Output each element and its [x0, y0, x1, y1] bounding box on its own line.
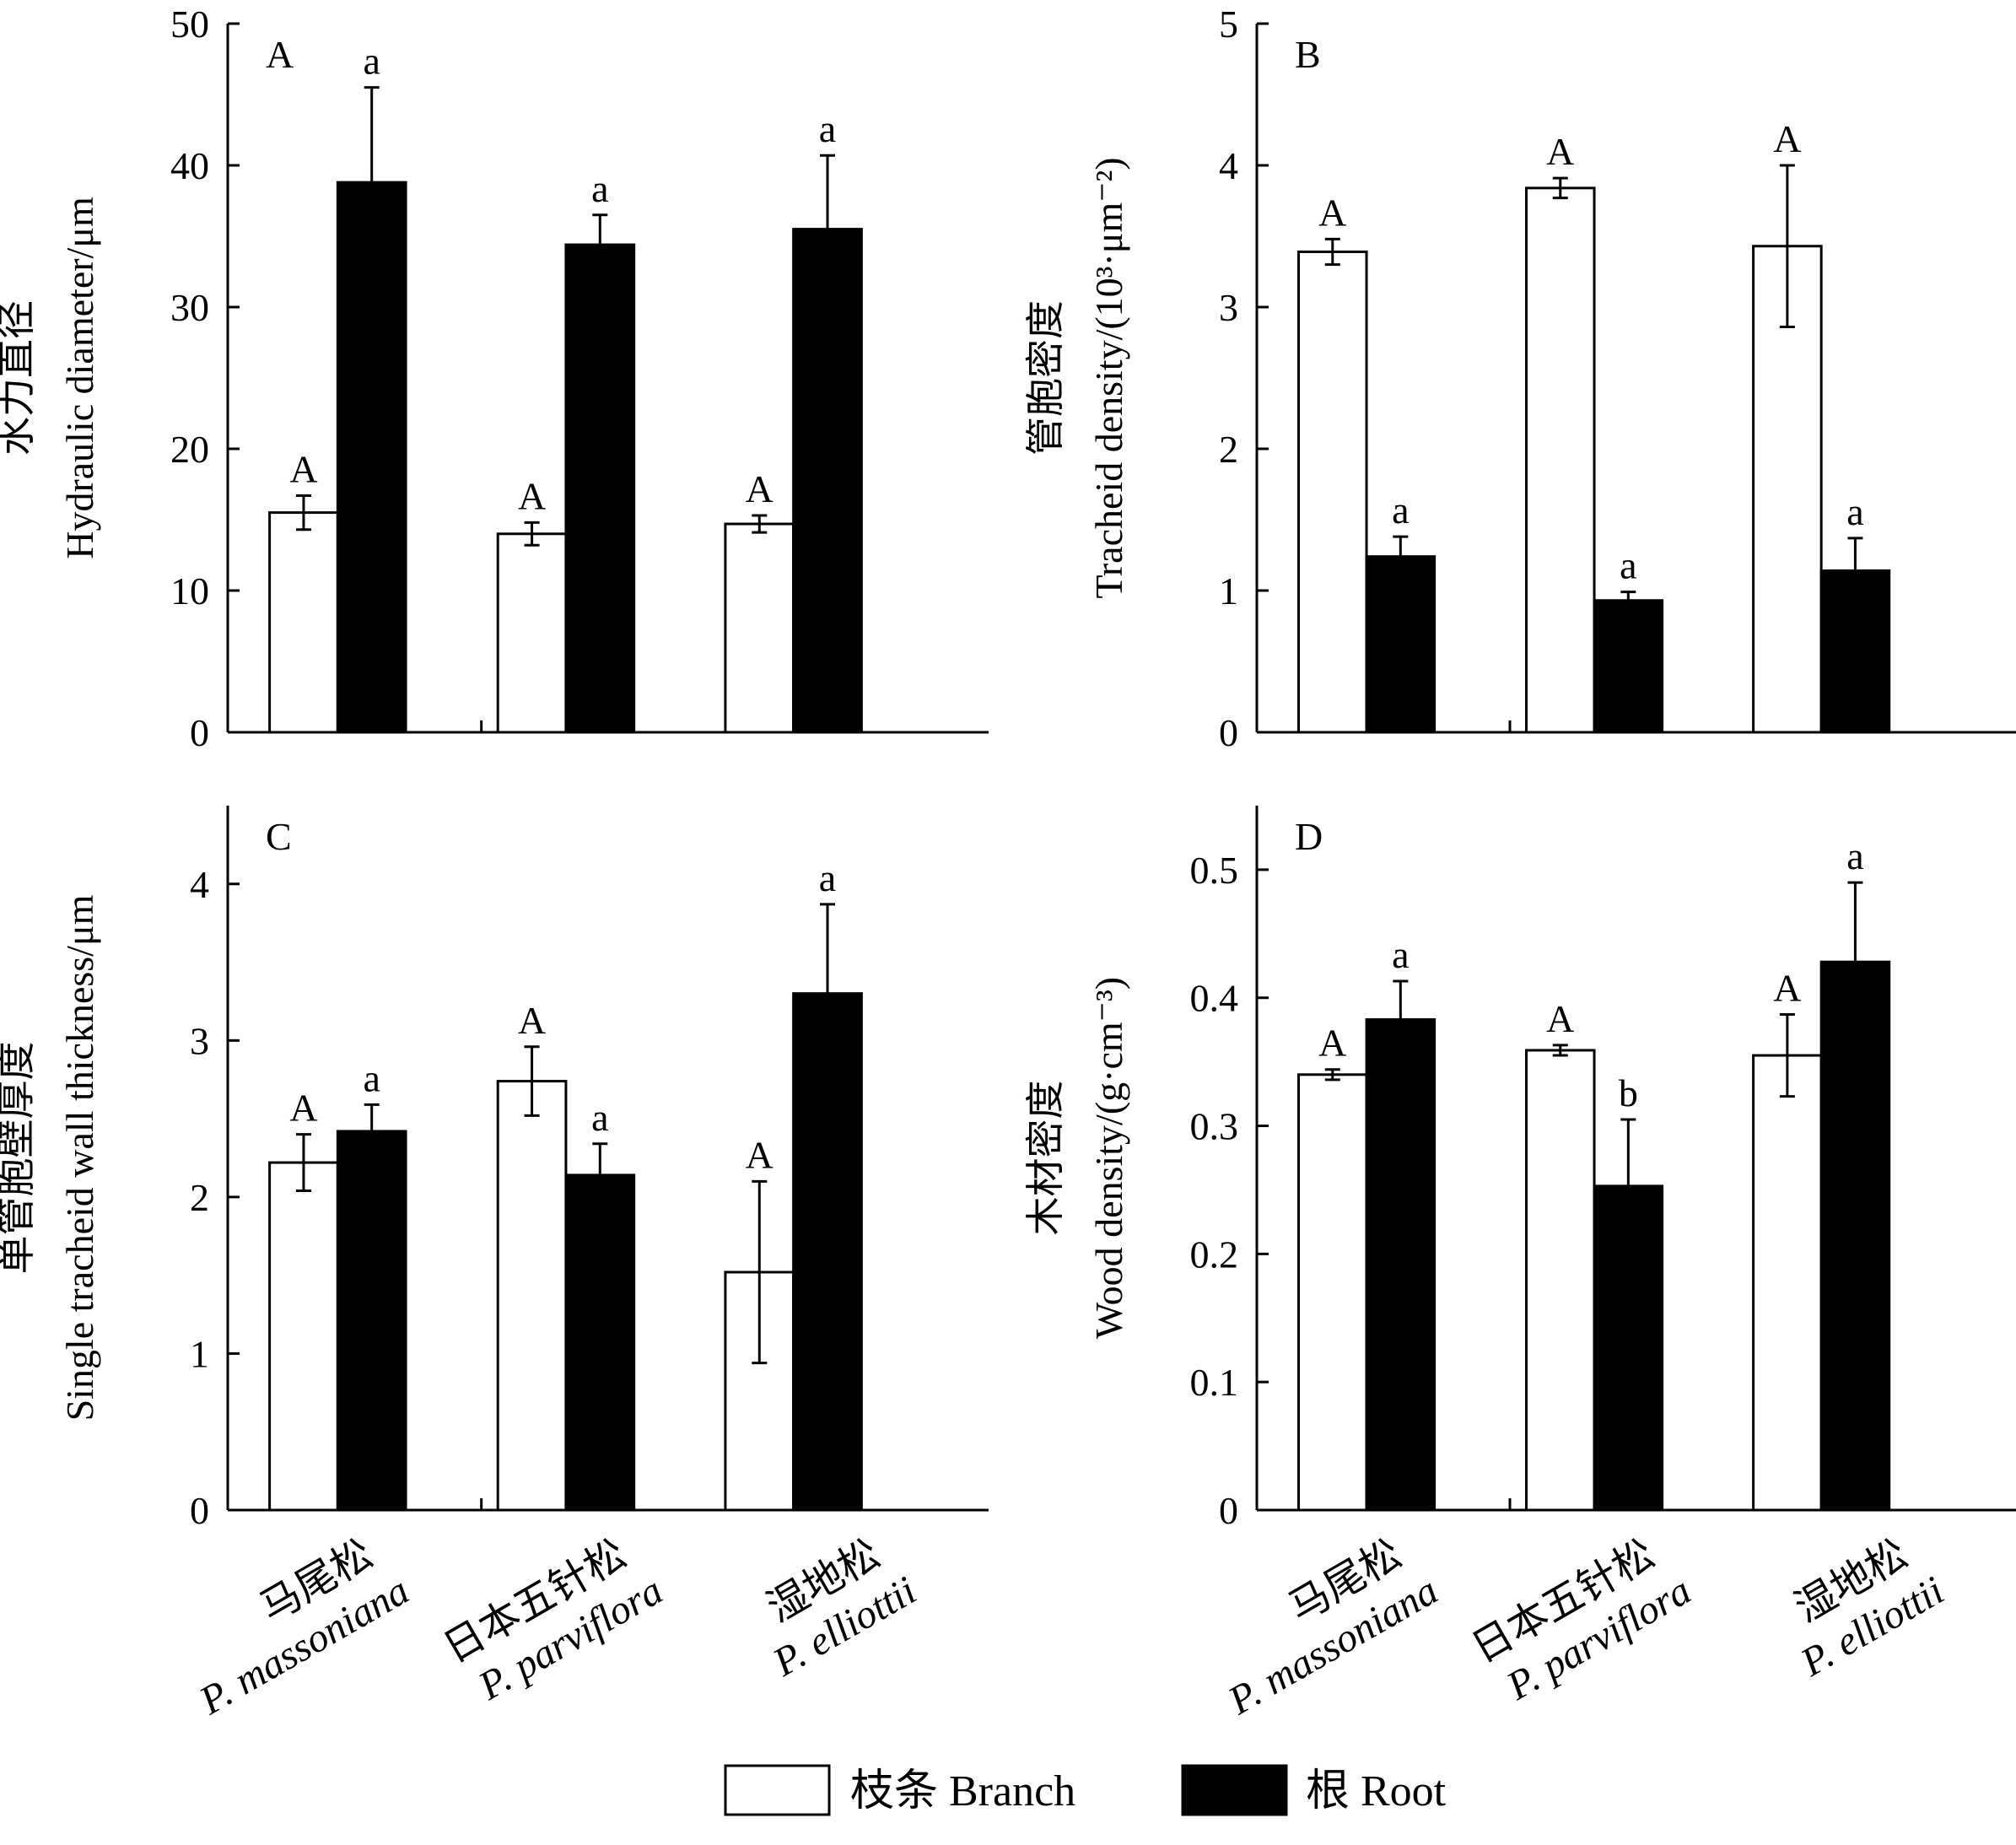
significance-letter: a	[1846, 490, 1863, 533]
root-bar-2	[564, 1173, 636, 1512]
y-tick-label: 0.2	[1190, 1233, 1239, 1276]
legend-branch-swatch	[724, 1764, 831, 1816]
y-axis-title-en: Single tracheid wall thickness/μm	[58, 894, 101, 1421]
y-tick-label: 0	[190, 711, 209, 754]
significance-letter: A	[1773, 966, 1801, 1009]
significance-letter: A	[1773, 117, 1801, 160]
branch-bar-1	[268, 511, 339, 734]
y-axis-title-en: Hydraulic diameter/μm	[58, 197, 101, 559]
legend-root-label: 根 Root	[1306, 1767, 1447, 1815]
panel-letter: A	[266, 33, 294, 76]
branch-bar-3	[1752, 1054, 1823, 1512]
y-axis-title-zh: 水力直径	[0, 300, 38, 456]
y-tick-label: 3	[190, 1019, 209, 1062]
y-axis-title-zh: 管胞密度	[1024, 300, 1067, 456]
legend: 枝条 Branch 根 Root	[724, 1764, 1447, 1816]
y-axis-title-en: Tracheid density/(10³·μm⁻²)	[1087, 157, 1130, 598]
significance-letter: A	[746, 1133, 774, 1176]
y-tick-label: 4	[1219, 144, 1238, 187]
significance-letter: a	[1620, 544, 1636, 587]
panel-d: 0 0.1 0.2 0.3 0.4 0.5 D 木材密度 Wood density/(g·cm⁻…	[1024, 806, 2016, 1724]
significance-letter: a	[363, 1056, 380, 1099]
y-tick-label: 40	[170, 144, 209, 187]
y-tick-label: 2	[1219, 428, 1238, 471]
significance-letter: a	[1392, 488, 1409, 531]
branch-bar-3	[724, 522, 795, 734]
significance-letter: A	[746, 467, 774, 510]
root-bar-3	[792, 228, 863, 734]
panel-b: 0 1 2 3 4 5 B 管胞密度 Tracheid density/(10³·μm⁻²) A A…	[1024, 3, 2016, 754]
root-bar-1	[336, 1130, 407, 1512]
branch-bar-2	[1525, 186, 1596, 734]
branch-bar-2	[496, 1080, 568, 1512]
significance-letter: A	[1318, 1022, 1346, 1065]
branch-bar-1	[1297, 1073, 1368, 1512]
branch-bar-1	[268, 1161, 339, 1512]
y-axis-title-zh: 木材密度	[1024, 1081, 1067, 1236]
y-tick-label: 5	[1219, 3, 1238, 46]
significance-letter: a	[819, 107, 836, 150]
significance-letter: a	[363, 40, 380, 83]
significance-letter: a	[591, 1096, 608, 1139]
significance-letter: a	[819, 856, 836, 899]
y-tick-label: 1	[190, 1332, 209, 1375]
legend-branch-label: 枝条 Branch	[850, 1767, 1075, 1815]
root-bar-2	[1593, 599, 1664, 734]
branch-bar-2	[496, 532, 568, 734]
significance-letter: A	[289, 1087, 317, 1130]
y-tick-label: 50	[170, 3, 209, 46]
panel-letter: C	[266, 815, 292, 858]
y-axis-title-zh: 单管胞壁厚度	[0, 1042, 38, 1275]
branch-bar-2	[1525, 1049, 1596, 1512]
y-tick-label: 4	[190, 863, 209, 906]
y-tick-label: 3	[1219, 286, 1238, 329]
y-tick-label: 1	[1219, 569, 1238, 612]
y-tick-label: 0.3	[1190, 1105, 1239, 1148]
significance-letter: A	[1546, 130, 1574, 173]
significance-letter: A	[1546, 997, 1574, 1040]
y-tick-label: 0	[1219, 711, 1238, 754]
y-tick-label: 2	[190, 1176, 209, 1219]
significance-letter: a	[1392, 933, 1409, 976]
panel-letter: D	[1295, 815, 1323, 858]
significance-letter: a	[1846, 834, 1863, 877]
branch-bar-1	[1297, 250, 1368, 734]
significance-letter: A	[289, 447, 317, 490]
panel-c: 0 1 2 3 4 C 单管胞壁厚度 Single tracheid wall thickne…	[0, 806, 989, 1724]
root-bar-3	[1819, 960, 1891, 1512]
y-tick-label: 20	[170, 428, 209, 471]
y-axis-title-en: Wood density/(g·cm⁻³)	[1087, 977, 1130, 1339]
y-tick-label: 0	[1219, 1489, 1238, 1532]
significance-letter: b	[1619, 1071, 1638, 1114]
y-tick-label: 10	[170, 569, 209, 612]
legend-root-swatch	[1181, 1764, 1288, 1816]
root-bar-2	[564, 243, 636, 734]
y-tick-label: 0.1	[1190, 1361, 1239, 1404]
significance-letter: a	[591, 167, 608, 210]
root-bar-1	[1365, 555, 1437, 734]
y-tick-label: 30	[170, 286, 209, 329]
panel-a: 0 10 20 30 40 50 A 水力直径 Hydraulic diameter/μm A A A…	[0, 3, 989, 754]
significance-letter: A	[1318, 191, 1346, 234]
y-tick-label: 0	[190, 1489, 209, 1532]
root-bar-1	[1365, 1018, 1437, 1512]
y-tick-label: 0.4	[1190, 977, 1239, 1020]
significance-letter: A	[518, 999, 546, 1042]
panel-letter: B	[1295, 33, 1321, 76]
significance-letter: A	[518, 474, 546, 517]
y-tick-label: 0.5	[1190, 849, 1239, 892]
